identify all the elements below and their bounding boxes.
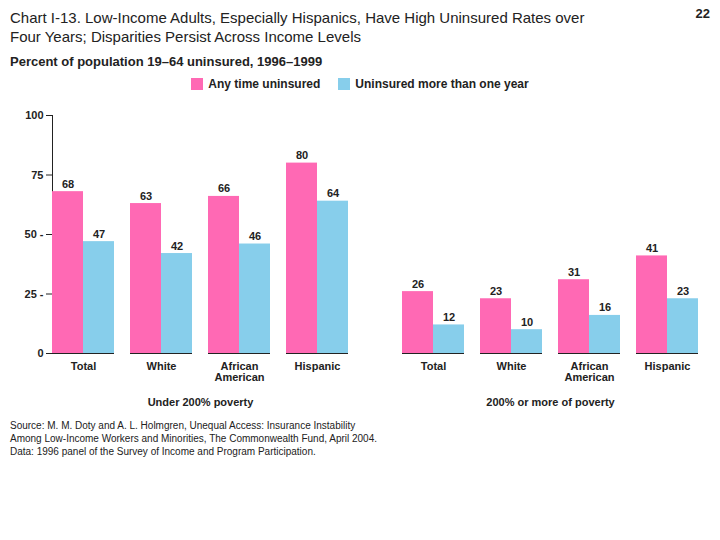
svg-text:80: 80 xyxy=(296,149,308,161)
html-text:Any time uninsured: Any time uninsured xyxy=(208,77,321,91)
svg-text:42: 42 xyxy=(171,240,183,252)
html-text:Uninsured more than one year: Uninsured more than one year xyxy=(355,77,529,91)
svg-text:68: 68 xyxy=(62,178,74,190)
svg-text:64: 64 xyxy=(327,187,340,199)
html-text:22: 22 xyxy=(695,6,710,21)
svg-text:26: 26 xyxy=(412,278,424,290)
svg-text:23: 23 xyxy=(677,285,689,297)
html-text:Percent of population 19–64 un: Percent of population 19–64 uninsured, 1… xyxy=(10,54,323,69)
svg-text:47: 47 xyxy=(93,228,105,240)
svg-text:Total: Total xyxy=(71,360,96,372)
svg-text:16: 16 xyxy=(599,301,611,313)
html-text:Four Years; Disparities Persis: Four Years; Disparities Persist Across I… xyxy=(10,28,361,45)
svg-text:White: White xyxy=(147,360,177,372)
svg-text:25 -: 25 - xyxy=(25,288,44,300)
svg-text:46: 46 xyxy=(249,230,261,242)
svg-text:66: 66 xyxy=(218,182,230,194)
html-text:Among Low-Income Workers and M: Among Low-Income Workers and Minorities,… xyxy=(10,433,377,444)
html-text:Chart I-13. Low-Income Adults,: Chart I-13. Low-Income Adults, Especiall… xyxy=(10,9,585,26)
svg-text:75: 75 xyxy=(31,169,43,181)
svg-text:AfricanAmerican: AfricanAmerican xyxy=(214,360,264,383)
svg-text:12: 12 xyxy=(443,311,455,323)
svg-text:41: 41 xyxy=(646,242,658,254)
svg-text:10: 10 xyxy=(521,316,533,328)
svg-text:0: 0 xyxy=(37,347,43,359)
html-text:Source: M. M. Doty and A. L. H: Source: M. M. Doty and A. L. Holmgren, U… xyxy=(10,420,356,431)
svg-text:White: White xyxy=(497,360,527,372)
svg-text:100: 100 xyxy=(25,109,43,121)
svg-text:Hispanic: Hispanic xyxy=(295,360,341,372)
svg-text:Total: Total xyxy=(421,360,446,372)
svg-text:AfricanAmerican: AfricanAmerican xyxy=(564,360,614,383)
html-text:Data: 1996 panel of the Survey: Data: 1996 panel of the Survey of Income… xyxy=(10,446,316,457)
svg-text:63: 63 xyxy=(140,190,152,202)
svg-text:31: 31 xyxy=(568,266,580,278)
svg-text:Hispanic: Hispanic xyxy=(645,360,691,372)
svg-text:Under 200% poverty: Under 200% poverty xyxy=(148,396,255,408)
svg-text:23: 23 xyxy=(490,285,502,297)
svg-text:200% or more of poverty: 200% or more of poverty xyxy=(486,396,615,408)
svg-text:50 -: 50 - xyxy=(25,228,44,240)
